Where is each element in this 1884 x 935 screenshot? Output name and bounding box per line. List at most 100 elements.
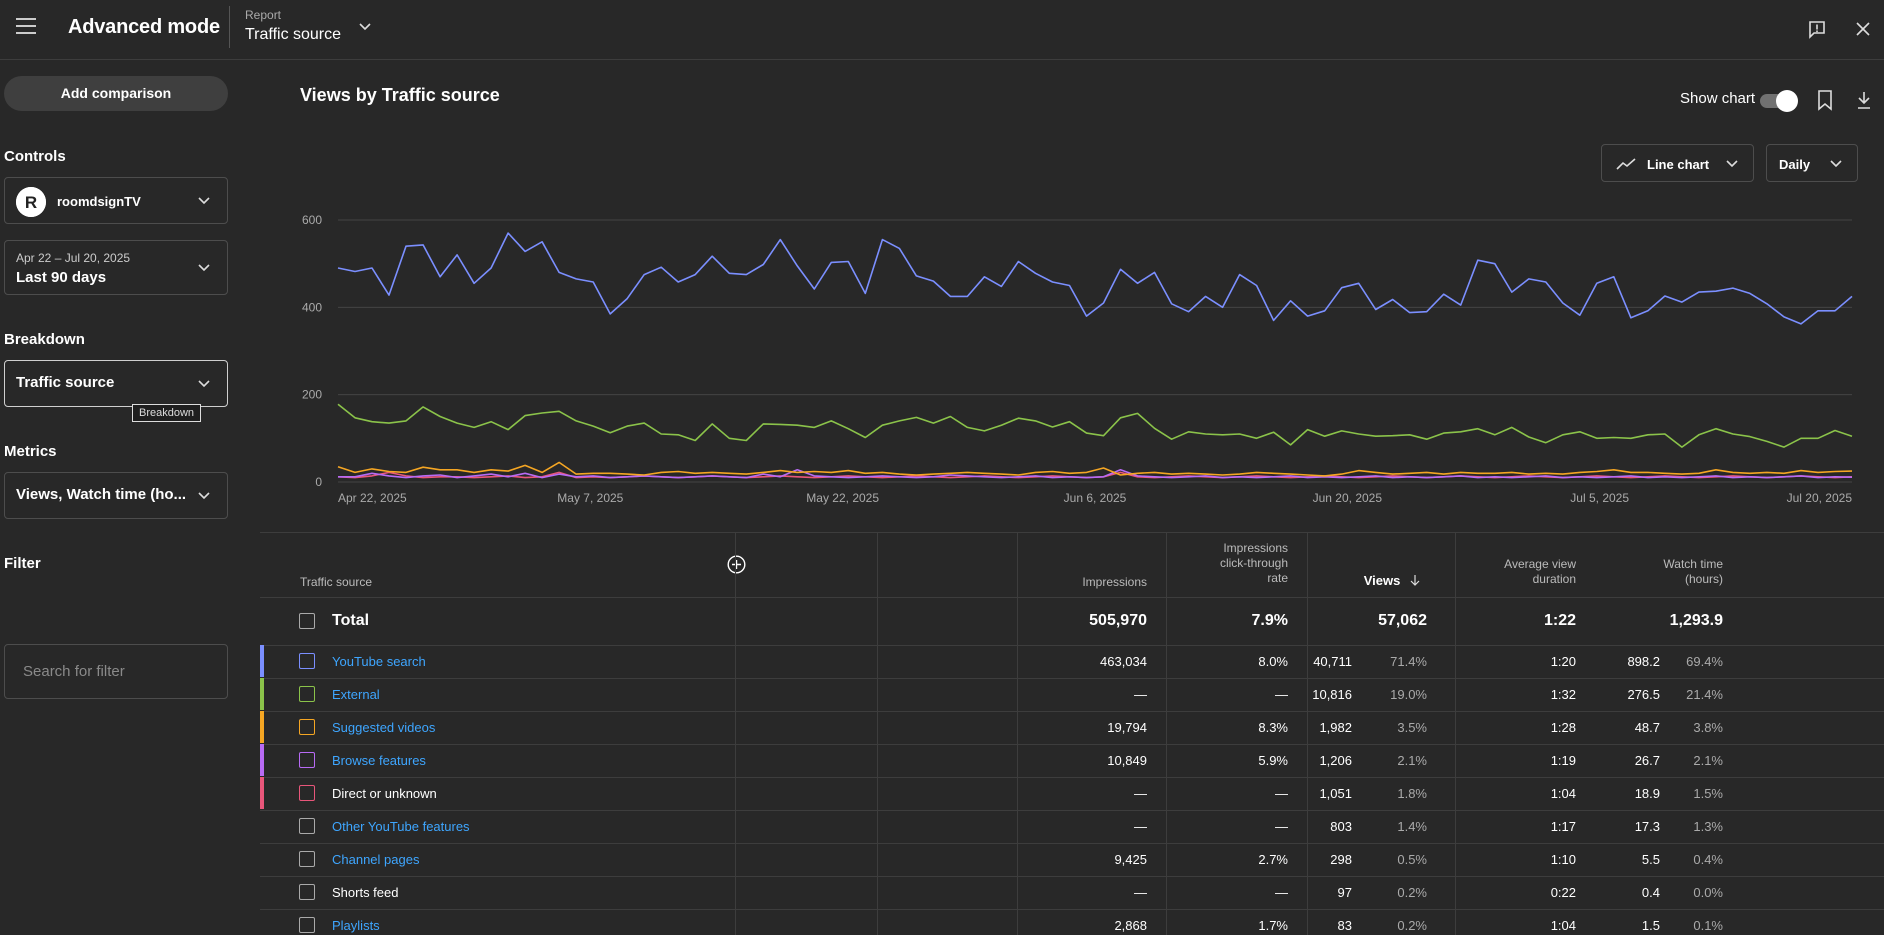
- row-views-percent: 0.2%: [1397, 918, 1427, 933]
- x-tick-label: Jun 6, 2025: [1064, 491, 1127, 505]
- metrics-selector[interactable]: Views, Watch time (ho...: [4, 472, 228, 519]
- row-views: 803: [1330, 819, 1352, 834]
- table-header: Traffic source Impressions Impressions c…: [260, 533, 1884, 598]
- header-traffic-source[interactable]: Traffic source: [300, 575, 373, 589]
- interval-dropdown[interactable]: Daily: [1766, 144, 1858, 182]
- row-checkbox[interactable]: [299, 884, 315, 900]
- date-range-label: Last 90 days: [16, 269, 107, 286]
- row-checkbox[interactable]: [299, 752, 315, 768]
- download-icon[interactable]: [1854, 89, 1874, 111]
- row-views-percent: 0.2%: [1397, 885, 1427, 900]
- row-checkbox[interactable]: [299, 917, 315, 933]
- x-tick-label: Jul 20, 2025: [1787, 491, 1853, 505]
- breakdown-value: Traffic source: [16, 374, 115, 391]
- row-avg-view-duration: 1:19: [1550, 753, 1576, 768]
- header-ctr[interactable]: Impressions click-through rate: [1220, 541, 1288, 586]
- row-avg-view-duration: 1:28: [1550, 720, 1576, 735]
- row-watch-time-percent: 0.0%: [1693, 885, 1723, 900]
- row-watch-time: 17.3: [1634, 819, 1660, 834]
- row-impressions: —: [1134, 786, 1147, 801]
- table-row: Browse features 10,849 5.9% 1,206 2.1% 1:19 26…: [260, 744, 1884, 778]
- row-checkbox[interactable]: [299, 851, 315, 867]
- breakdown-selector[interactable]: Traffic source: [4, 360, 228, 407]
- feedback-icon[interactable]: [1807, 19, 1827, 39]
- row-avg-view-duration: 1:10: [1550, 852, 1576, 867]
- bookmark-icon[interactable]: [1815, 89, 1835, 111]
- row-ctr: —: [1275, 786, 1288, 801]
- row-views: 97: [1337, 885, 1352, 900]
- series-color-bar: [260, 678, 264, 710]
- row-source-name[interactable]: Channel pages: [332, 852, 420, 867]
- row-ctr: 2.7%: [1258, 852, 1288, 867]
- filter-search-input[interactable]: [4, 644, 228, 699]
- row-views: 1,206: [1319, 753, 1352, 768]
- table-row: Suggested videos 19,794 8.3% 1,982 3.5% 1:28 4…: [260, 711, 1884, 745]
- header-watch-line: Watch time: [1663, 557, 1723, 571]
- header-ctr-line: Impressions: [1223, 541, 1288, 555]
- row-watch-time: 276.5: [1627, 687, 1660, 702]
- chart-type-dropdown[interactable]: Line chart: [1601, 144, 1754, 182]
- y-tick-label: 600: [302, 213, 322, 227]
- row-views-percent: 0.5%: [1397, 852, 1427, 867]
- show-chart-label: Show chart: [1680, 90, 1756, 107]
- header-impressions[interactable]: Impressions: [1082, 575, 1147, 589]
- date-range-selector[interactable]: Apr 22 – Jul 20, 2025 Last 90 days: [4, 240, 228, 295]
- line-chart: 0 200 400 600 Apr 22, 2025 May 7, 2025 May 22,…: [302, 213, 1853, 505]
- row-checkbox[interactable]: [299, 818, 315, 834]
- series-color-bar: [260, 777, 264, 809]
- total-watch-time: 1,293.9: [1669, 612, 1723, 629]
- row-impressions: 19,794: [1107, 720, 1147, 735]
- row-watch-time: 18.9: [1634, 786, 1660, 801]
- row-views-percent: 3.5%: [1397, 720, 1427, 735]
- row-avg-view-duration: 1:04: [1550, 786, 1576, 801]
- report-label: Report: [245, 8, 282, 22]
- row-views: 1,982: [1319, 720, 1352, 735]
- header-watch-time[interactable]: Watch time (hours): [1663, 557, 1723, 587]
- series-line: [337, 403, 1853, 448]
- row-source-name: Shorts feed: [332, 885, 399, 900]
- close-icon[interactable]: [1853, 19, 1873, 39]
- row-watch-time: 898.2: [1627, 654, 1660, 669]
- row-checkbox[interactable]: [299, 653, 315, 669]
- row-source-name[interactable]: Suggested videos: [332, 720, 436, 735]
- series-color-bar: [260, 744, 264, 776]
- row-checkbox[interactable]: [299, 785, 315, 801]
- row-source-name[interactable]: Other YouTube features: [332, 819, 470, 834]
- svg-text:R: R: [25, 193, 37, 212]
- report-selector[interactable]: Traffic source: [245, 26, 342, 43]
- table-row: Other YouTube features — — 803 1.4% 1:17 17.3 1…: [260, 810, 1884, 844]
- menu-icon[interactable]: [16, 18, 36, 34]
- row-checkbox[interactable]: [299, 686, 315, 702]
- row-source-name[interactable]: Browse features: [332, 753, 426, 768]
- row-source-name[interactable]: YouTube search: [332, 654, 426, 669]
- date-range-dates: Apr 22 – Jul 20, 2025: [16, 251, 131, 265]
- header-views[interactable]: Views: [1364, 573, 1420, 588]
- total-checkbox[interactable]: [299, 613, 315, 629]
- header-views-label: Views: [1363, 573, 1401, 588]
- channel-selector[interactable]: R roomdsignTV: [4, 177, 228, 224]
- row-avg-view-duration: 0:22: [1550, 885, 1576, 900]
- add-column-icon[interactable]: [727, 555, 746, 574]
- row-views: 298: [1330, 852, 1352, 867]
- row-ctr: 8.0%: [1258, 654, 1288, 669]
- table-row: Channel pages 9,425 2.7% 298 0.5% 1:10 5.5 0.4%: [260, 843, 1884, 877]
- row-impressions: —: [1134, 819, 1147, 834]
- row-views-percent: 1.8%: [1397, 786, 1427, 801]
- header-avg-view-duration[interactable]: Average view duration: [1504, 557, 1576, 587]
- show-chart-toggle[interactable]: [1760, 90, 1798, 112]
- column-divider: [1455, 533, 1456, 935]
- table-row: YouTube search 463,034 8.0% 40,711 71.4% 1:20…: [260, 645, 1884, 679]
- column-divider: [1307, 533, 1308, 935]
- row-watch-time: 1.5: [1641, 918, 1660, 933]
- row-source-name[interactable]: Playlists: [332, 918, 380, 933]
- y-tick-label: 200: [302, 388, 322, 402]
- row-source-name[interactable]: External: [332, 687, 380, 702]
- chevron-down-icon: [198, 380, 210, 388]
- total-impressions: 505,970: [1089, 612, 1147, 629]
- toggle-knob: [1776, 90, 1798, 112]
- chevron-down-icon[interactable]: [358, 20, 372, 34]
- row-checkbox[interactable]: [299, 719, 315, 735]
- header-avd-line: duration: [1532, 572, 1576, 586]
- x-tick-label: Apr 22, 2025: [338, 491, 407, 505]
- add-comparison-button[interactable]: Add comparison: [4, 76, 228, 111]
